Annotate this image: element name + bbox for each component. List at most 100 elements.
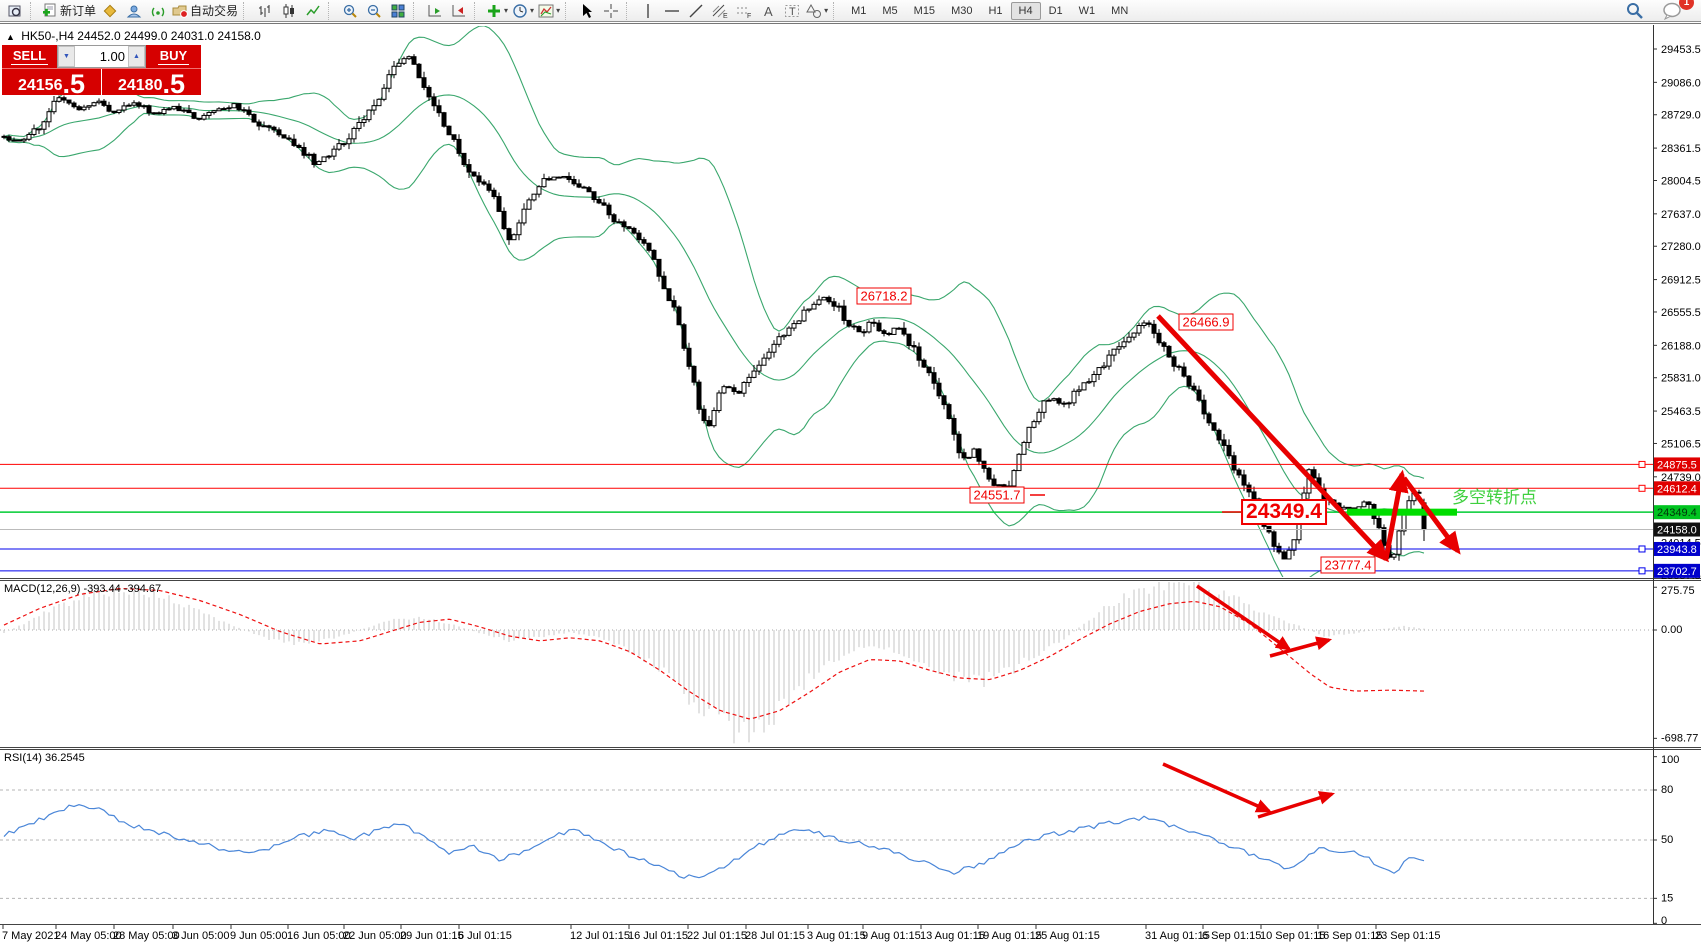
- search-icon: [1626, 3, 1643, 19]
- vertical-line-button[interactable]: [636, 1, 660, 21]
- price-axis[interactable]: 29453.5 29086.0 28729.0 28361.5 28004.5 27637…: [1653, 44, 1701, 927]
- timeframe-d1[interactable]: D1: [1048, 4, 1063, 17]
- main-toolbar: 新订单 自动交易 ▾ ▾: [0, 0, 1701, 22]
- price-annotation[interactable]: 26466.9: [1178, 313, 1234, 331]
- timeframe-m30[interactable]: M30: [951, 4, 973, 17]
- bollinger-middle-band: [3, 94, 1425, 517]
- tile-windows-button[interactable]: [386, 1, 410, 21]
- timeframe-m1[interactable]: M1: [851, 4, 867, 17]
- rsi-indicator-label: RSI(14) 36.2545: [4, 752, 85, 764]
- chat-icon: [1663, 2, 1681, 20]
- text-button[interactable]: A: [756, 1, 780, 21]
- equidistant-channel-button[interactable]: F: [732, 1, 756, 21]
- svg-text:F: F: [747, 13, 751, 19]
- templates-icon: [538, 4, 554, 17]
- timeframe-w1[interactable]: W1: [1078, 4, 1096, 17]
- svg-text:12 Jul 01:15: 12 Jul 01:15: [570, 930, 630, 942]
- trend-arrow[interactable]: [1383, 469, 1409, 560]
- svg-text:27637.0: 27637.0: [1661, 209, 1701, 221]
- svg-text:3 Aug 01:15: 3 Aug 01:15: [807, 930, 866, 942]
- volume-decrease-button[interactable]: ▼: [58, 46, 75, 67]
- hline-endpoint-marker[interactable]: [1638, 484, 1646, 492]
- buy-price[interactable]: 24180.5: [117, 69, 186, 99]
- hline-endpoint-marker[interactable]: [1638, 460, 1646, 468]
- crosshair-button[interactable]: [599, 1, 623, 21]
- horizontal-line-button[interactable]: [660, 1, 684, 21]
- volume-input[interactable]: [75, 46, 128, 67]
- buy-button[interactable]: BUY: [157, 48, 190, 65]
- cursor-button[interactable]: [575, 1, 599, 21]
- price-annotation[interactable]: 24349.4: [1241, 499, 1327, 525]
- hline-endpoint-marker[interactable]: [1638, 545, 1646, 553]
- new-order-button[interactable]: 新订单: [40, 1, 98, 21]
- trendline-button[interactable]: [684, 1, 708, 21]
- data-window-button[interactable]: [3, 1, 27, 21]
- signals-button[interactable]: [146, 1, 170, 21]
- timeframe-m5[interactable]: M5: [882, 4, 898, 17]
- algo-trading-button[interactable]: 自动交易: [170, 1, 240, 21]
- chart-shift-button[interactable]: [447, 1, 471, 21]
- auto-scroll-button[interactable]: [423, 1, 447, 21]
- bollinger-lower-band: [3, 112, 1425, 577]
- timeframe-h4[interactable]: H4: [1010, 1, 1041, 20]
- zoom-in-button[interactable]: [338, 1, 362, 21]
- text-label-button[interactable]: T: [780, 1, 804, 21]
- rsi-trend-arrow[interactable]: [1162, 762, 1272, 813]
- price-annotation[interactable]: 26718.2: [856, 287, 912, 305]
- price-badge: [1654, 457, 1700, 472]
- hline-endpoint-marker[interactable]: [1638, 567, 1646, 575]
- timeframe-mn[interactable]: MN: [1111, 4, 1129, 17]
- sell-button[interactable]: SELL: [10, 48, 49, 65]
- chart-shift-icon: [452, 4, 466, 16]
- periods-button[interactable]: ▾: [510, 1, 536, 21]
- volume-increase-button[interactable]: ▲: [128, 46, 145, 67]
- trend-note-text[interactable]: 多空转折点: [1452, 488, 1537, 507]
- tile-windows-icon: [391, 4, 405, 17]
- sell-price[interactable]: 24156.5: [2, 69, 102, 98]
- price-annotation[interactable]: 23777.4: [1320, 556, 1376, 574]
- timeframe-h1[interactable]: H1: [988, 4, 1003, 17]
- market-depth-button[interactable]: [98, 1, 122, 21]
- svg-text:7 May 2021: 7 May 2021: [2, 930, 59, 942]
- svg-text:100: 100: [1661, 754, 1679, 766]
- trend-arrow[interactable]: [1156, 314, 1390, 563]
- collapse-triangle-icon[interactable]: ▲: [6, 32, 15, 42]
- svg-text:T: T: [789, 6, 796, 18]
- svg-text:25831.0: 25831.0: [1661, 373, 1701, 385]
- templates-button[interactable]: ▾: [536, 1, 562, 21]
- macd-trend-arrow[interactable]: [1269, 636, 1333, 658]
- timeframe-m15[interactable]: M15: [913, 4, 936, 17]
- trend-arrow[interactable]: [1401, 476, 1461, 555]
- fibonacci-button[interactable]: E: [708, 1, 732, 21]
- candlestick-chart-button[interactable]: [277, 1, 301, 21]
- macd-trend-arrow[interactable]: [1196, 584, 1292, 651]
- svg-text:28361.5: 28361.5: [1661, 143, 1701, 155]
- crosshair-icon: [604, 3, 619, 18]
- line-chart-button[interactable]: [301, 1, 325, 21]
- price-badge: [1654, 481, 1700, 496]
- community-button[interactable]: [122, 1, 146, 21]
- indicators-button[interactable]: ▾: [484, 1, 510, 21]
- rsi-trend-arrow[interactable]: [1257, 791, 1336, 819]
- price-annotation[interactable]: 24551.7: [969, 486, 1025, 504]
- svg-text:26188.0: 26188.0: [1661, 340, 1701, 352]
- svg-text:16 Jun 05:00: 16 Jun 05:00: [287, 930, 351, 942]
- candlestick-chart-icon: [283, 3, 295, 18]
- price-badge: [1654, 505, 1700, 520]
- chat-button[interactable]: 1: [1660, 0, 1694, 21]
- support-zone-bar[interactable]: [1347, 508, 1457, 516]
- zoom-out-button[interactable]: [362, 1, 386, 21]
- svg-text:6 Sep 01:15: 6 Sep 01:15: [1202, 930, 1261, 942]
- toolbar-separator: [565, 1, 572, 20]
- shapes-button[interactable]: ▾: [804, 1, 830, 21]
- new-order-label: 新订单: [60, 4, 97, 18]
- svg-text:9 Jun 05:00: 9 Jun 05:00: [230, 930, 288, 942]
- data-window-icon: [8, 5, 21, 16]
- search-button[interactable]: [1622, 1, 1646, 21]
- chart-ohlc-values: 24452.0 24499.0 24031.0 24158.0: [77, 29, 261, 43]
- toolbar-right-group: 1: [1622, 0, 1698, 21]
- bar-chart-button[interactable]: [253, 1, 277, 21]
